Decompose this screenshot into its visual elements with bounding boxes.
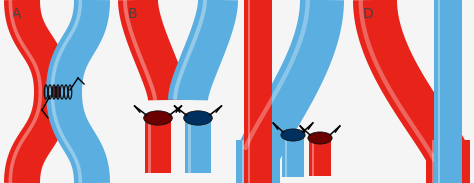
Polygon shape (173, 0, 207, 100)
Polygon shape (118, 0, 188, 100)
Polygon shape (309, 138, 331, 176)
Polygon shape (285, 135, 287, 177)
Polygon shape (358, 0, 438, 163)
Polygon shape (188, 118, 191, 173)
Polygon shape (46, 0, 110, 92)
Polygon shape (4, 0, 70, 92)
Polygon shape (241, 140, 246, 183)
Text: B: B (128, 7, 137, 21)
Polygon shape (148, 118, 151, 173)
Polygon shape (426, 140, 470, 183)
Polygon shape (237, 0, 344, 163)
Text: C: C (249, 7, 259, 21)
Polygon shape (247, 0, 250, 183)
Polygon shape (4, 92, 70, 183)
Polygon shape (46, 92, 110, 183)
Polygon shape (244, 0, 272, 183)
Polygon shape (236, 140, 280, 183)
Ellipse shape (281, 129, 305, 141)
Polygon shape (438, 0, 440, 183)
Ellipse shape (51, 86, 61, 98)
Text: D: D (363, 7, 374, 21)
Polygon shape (9, 92, 42, 183)
Ellipse shape (184, 111, 212, 125)
Text: A: A (12, 7, 21, 21)
Polygon shape (9, 0, 42, 92)
Polygon shape (51, 92, 82, 183)
Polygon shape (282, 135, 304, 177)
Polygon shape (243, 0, 310, 150)
Polygon shape (434, 0, 462, 183)
Polygon shape (168, 0, 238, 100)
Polygon shape (51, 0, 82, 92)
Polygon shape (145, 118, 171, 173)
Polygon shape (353, 0, 467, 165)
Polygon shape (431, 140, 436, 183)
Polygon shape (185, 118, 211, 173)
Ellipse shape (144, 111, 173, 125)
Ellipse shape (308, 132, 332, 144)
Polygon shape (312, 138, 314, 176)
Polygon shape (123, 0, 157, 100)
